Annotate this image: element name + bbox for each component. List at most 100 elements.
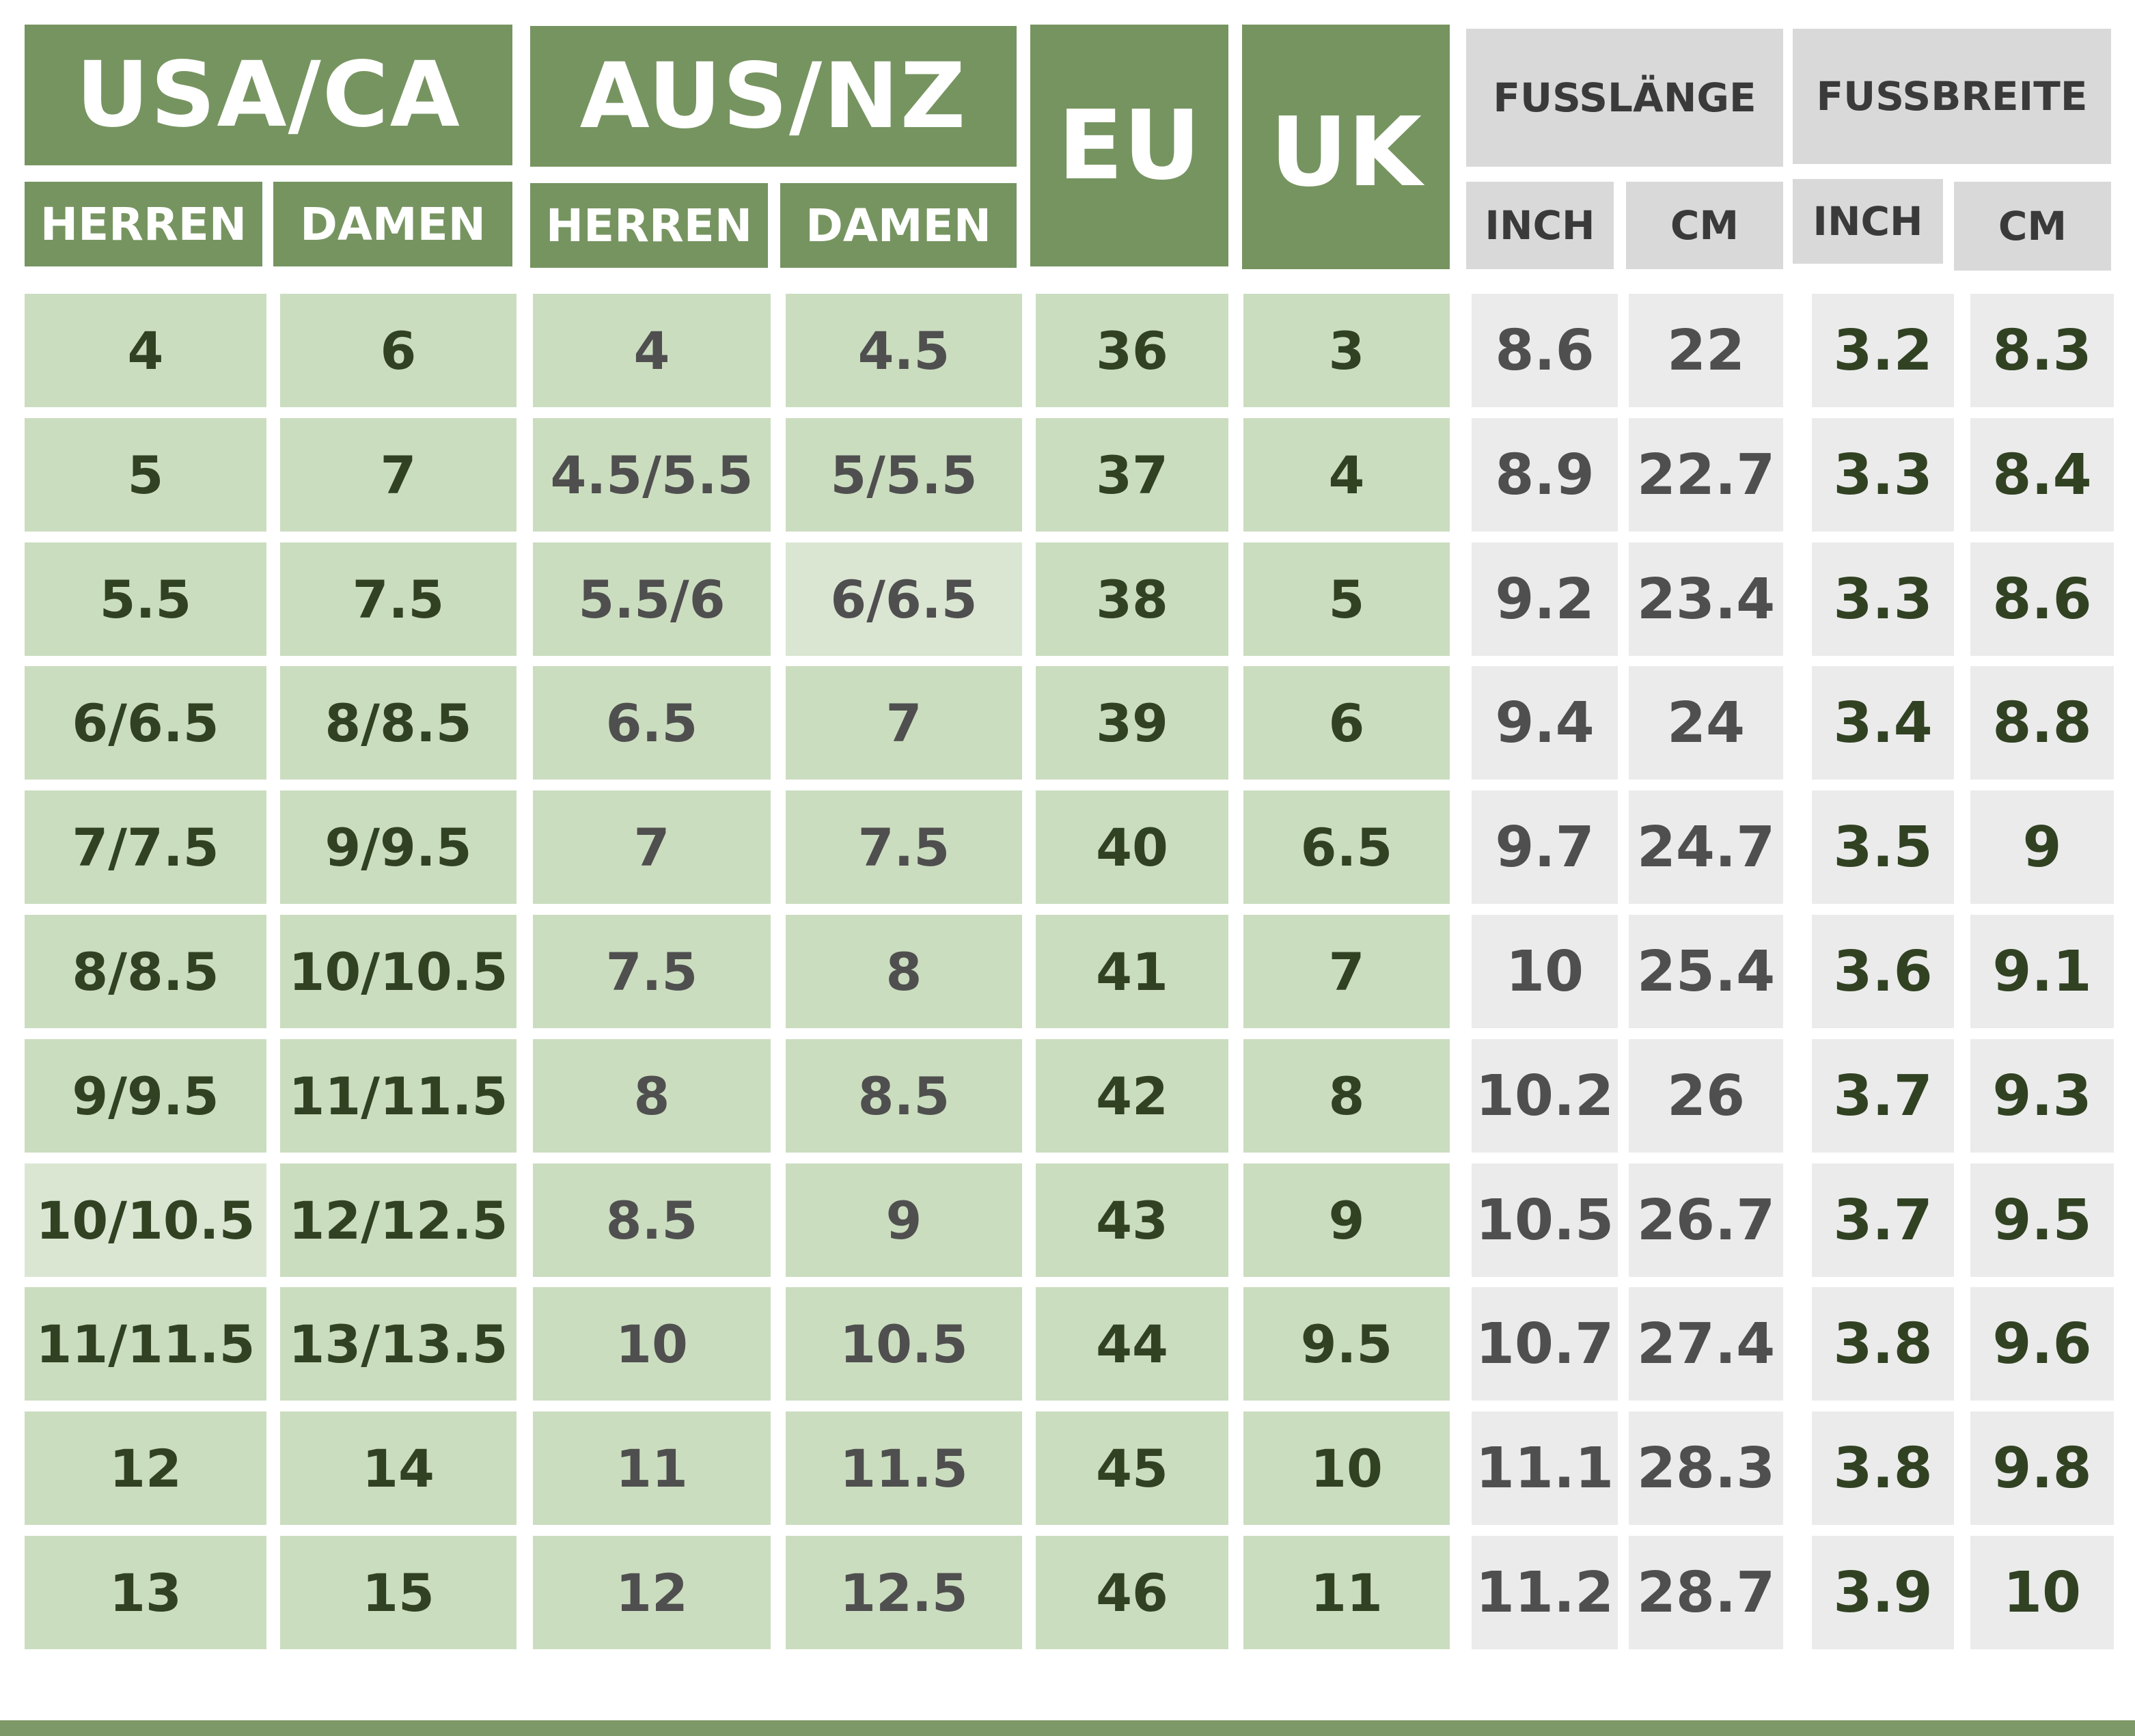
header-fusslaenge-inch: INCH — [1466, 182, 1614, 269]
cell-usa-herren: 8/8.5 — [25, 915, 266, 1028]
cell-eu: 45 — [1036, 1411, 1228, 1525]
cell-aus-herren: 7 — [533, 790, 771, 904]
cell-fusslaenge-cm: 26.7 — [1629, 1163, 1783, 1277]
cell-fussbreite-inch: 3.8 — [1812, 1411, 1954, 1525]
cell-aus-herren: 7.5 — [533, 915, 771, 1028]
cell-uk: 10 — [1243, 1411, 1450, 1525]
cell-aus-damen: 12.5 — [786, 1536, 1022, 1649]
cell-aus-damen: 10.5 — [786, 1287, 1022, 1401]
cell-fusslaenge-inch: 8.9 — [1472, 418, 1618, 532]
cell-fussbreite-inch: 3.6 — [1812, 915, 1954, 1028]
cell-fusslaenge-inch: 10 — [1472, 915, 1618, 1028]
cell-usa-herren: 4 — [25, 294, 266, 407]
cell-aus-damen: 6/6.5 — [786, 542, 1022, 656]
cell-fussbreite-inch: 3.7 — [1812, 1163, 1954, 1277]
cell-aus-herren: 5.5/6 — [533, 542, 771, 656]
header-fussbreite-inch: INCH — [1793, 179, 1943, 264]
header-aus-herren: HERREN — [530, 183, 768, 268]
cell-aus-herren: 10 — [533, 1287, 771, 1401]
cell-fussbreite-inch: 3.3 — [1812, 418, 1954, 532]
cell-fussbreite-inch: 3.5 — [1812, 790, 1954, 904]
cell-fussbreite-inch: 3.3 — [1812, 542, 1954, 656]
cell-fussbreite-cm: 10 — [1970, 1536, 2114, 1649]
cell-usa-herren: 6/6.5 — [25, 666, 266, 780]
cell-usa-damen: 7.5 — [280, 542, 516, 656]
header-usa-damen: DAMEN — [273, 182, 512, 266]
cell-fussbreite-inch: 3.8 — [1812, 1287, 1954, 1401]
cell-aus-damen: 5/5.5 — [786, 418, 1022, 532]
header-eu: EU — [1030, 25, 1228, 266]
cell-fusslaenge-cm: 24 — [1629, 666, 1783, 780]
cell-usa-damen: 11/11.5 — [280, 1039, 516, 1153]
cell-aus-herren: 6.5 — [533, 666, 771, 780]
cell-aus-herren: 4 — [533, 294, 771, 407]
cell-fusslaenge-inch: 10.7 — [1472, 1287, 1618, 1401]
header-uk: UK — [1242, 25, 1450, 269]
cell-eu: 46 — [1036, 1536, 1228, 1649]
cell-fusslaenge-inch: 10.2 — [1472, 1039, 1618, 1153]
cell-uk: 6 — [1243, 666, 1450, 780]
cell-aus-damen: 11.5 — [786, 1411, 1022, 1525]
cell-eu: 41 — [1036, 915, 1228, 1028]
cell-usa-damen: 10/10.5 — [280, 915, 516, 1028]
cell-aus-damen: 7 — [786, 666, 1022, 780]
cell-fusslaenge-inch: 9.2 — [1472, 542, 1618, 656]
header-fussbreite: FUSSBREITE — [1793, 29, 2111, 164]
cell-usa-herren: 7/7.5 — [25, 790, 266, 904]
header-fussbreite-cm: CM — [1954, 182, 2111, 271]
cell-aus-herren: 8.5 — [533, 1163, 771, 1277]
cell-uk: 3 — [1243, 294, 1450, 407]
cell-usa-damen: 14 — [280, 1411, 516, 1525]
cell-fusslaenge-cm: 22.7 — [1629, 418, 1783, 532]
cell-fussbreite-cm: 9.6 — [1970, 1287, 2114, 1401]
cell-eu: 36 — [1036, 294, 1228, 407]
cell-fussbreite-cm: 8.4 — [1970, 418, 2114, 532]
cell-fussbreite-cm: 9.5 — [1970, 1163, 2114, 1277]
cell-uk: 9.5 — [1243, 1287, 1450, 1401]
cell-aus-damen: 9 — [786, 1163, 1022, 1277]
cell-fusslaenge-cm: 22 — [1629, 294, 1783, 407]
cell-fussbreite-cm: 9.1 — [1970, 915, 2114, 1028]
cell-aus-damen: 8 — [786, 915, 1022, 1028]
cell-uk: 8 — [1243, 1039, 1450, 1153]
cell-usa-herren: 12 — [25, 1411, 266, 1525]
cell-usa-herren: 5 — [25, 418, 266, 532]
cell-fussbreite-cm: 8.6 — [1970, 542, 2114, 656]
cell-usa-herren: 13 — [25, 1536, 266, 1649]
cell-fusslaenge-cm: 24.7 — [1629, 790, 1783, 904]
cell-fussbreite-cm: 9.3 — [1970, 1039, 2114, 1153]
cell-usa-damen: 15 — [280, 1536, 516, 1649]
cell-eu: 44 — [1036, 1287, 1228, 1401]
cell-aus-damen: 7.5 — [786, 790, 1022, 904]
cell-fusslaenge-cm: 25.4 — [1629, 915, 1783, 1028]
cell-fusslaenge-inch: 10.5 — [1472, 1163, 1618, 1277]
cell-usa-damen: 8/8.5 — [280, 666, 516, 780]
header-usa-ca: USA/CA — [25, 25, 512, 165]
bottom-bar — [0, 1720, 2135, 1736]
cell-eu: 43 — [1036, 1163, 1228, 1277]
cell-eu: 39 — [1036, 666, 1228, 780]
cell-aus-damen: 8.5 — [786, 1039, 1022, 1153]
cell-fusslaenge-inch: 11.2 — [1472, 1536, 1618, 1649]
cell-uk: 6.5 — [1243, 790, 1450, 904]
cell-uk: 9 — [1243, 1163, 1450, 1277]
cell-fussbreite-cm: 9 — [1970, 790, 2114, 904]
cell-fusslaenge-inch: 8.6 — [1472, 294, 1618, 407]
cell-usa-damen: 7 — [280, 418, 516, 532]
cell-fussbreite-cm: 8.3 — [1970, 294, 2114, 407]
cell-fussbreite-inch: 3.4 — [1812, 666, 1954, 780]
cell-fusslaenge-cm: 28.7 — [1629, 1536, 1783, 1649]
cell-eu: 38 — [1036, 542, 1228, 656]
cell-fussbreite-inch: 3.7 — [1812, 1039, 1954, 1153]
cell-usa-damen: 6 — [280, 294, 516, 407]
cell-aus-herren: 8 — [533, 1039, 771, 1153]
cell-fussbreite-cm: 8.8 — [1970, 666, 2114, 780]
cell-usa-damen: 12/12.5 — [280, 1163, 516, 1277]
header-aus-damen: DAMEN — [780, 183, 1017, 268]
cell-fusslaenge-inch: 9.7 — [1472, 790, 1618, 904]
cell-fusslaenge-inch: 11.1 — [1472, 1411, 1618, 1525]
header-aus-nz: AUS/NZ — [530, 26, 1017, 167]
cell-aus-herren: 12 — [533, 1536, 771, 1649]
cell-usa-herren: 9/9.5 — [25, 1039, 266, 1153]
cell-uk: 5 — [1243, 542, 1450, 656]
